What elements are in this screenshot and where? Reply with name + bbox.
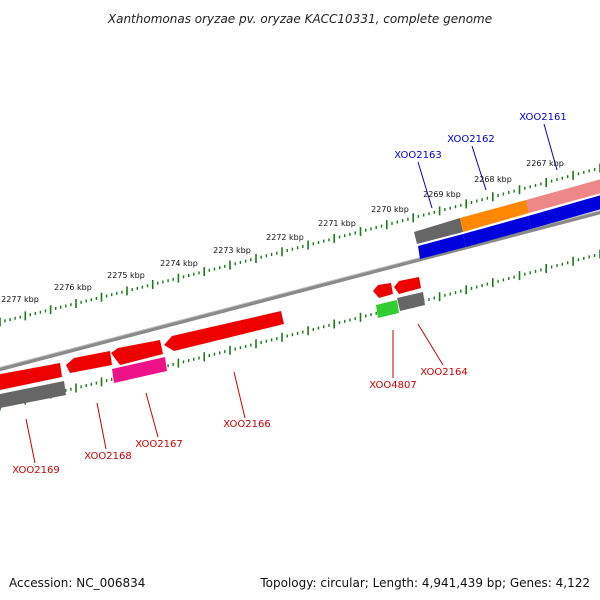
scale-label-2270: 2270 kbp xyxy=(371,205,409,214)
gene-label-xoo2169: XOO2169 xyxy=(12,465,59,476)
feature-pink xyxy=(526,179,600,213)
gene-label-xoo2162: XOO2162 xyxy=(447,134,494,145)
scale-label-2273: 2273 kbp xyxy=(213,246,251,255)
feature-blue-1 xyxy=(418,234,466,259)
feature-xoo2167-red xyxy=(111,340,163,365)
scale-label-2277: 2277 kbp xyxy=(1,295,39,304)
feature-blue-3 xyxy=(528,195,600,229)
gene-label-xoo4807: XOO4807 xyxy=(369,380,416,391)
gene-label-xoo2166: XOO2166 xyxy=(223,419,270,430)
gene-label-xoo2167: XOO2167 xyxy=(135,439,182,450)
scale-label-2274: 2274 kbp xyxy=(160,259,198,268)
feature-xoo4807-green xyxy=(376,300,399,318)
gene-label-xoo2168: XOO2168 xyxy=(84,451,131,462)
gene-label-xoo2161: XOO2161 xyxy=(519,112,566,123)
feature-xoo2168 xyxy=(66,351,112,373)
scale-label-2269: 2269 kbp xyxy=(423,190,461,199)
genome-backbone xyxy=(0,210,600,372)
leader-xoo2161 xyxy=(543,123,558,171)
accession-text: Accession: NC_006834 xyxy=(9,576,146,590)
leader-xoo2167 xyxy=(145,392,159,438)
feature-orange xyxy=(460,200,529,232)
leader-xoo2163 xyxy=(417,161,433,209)
leader-xoo2162 xyxy=(471,145,487,191)
feature-xoo2169-red xyxy=(0,363,62,390)
gene-label-xoo2164: XOO2164 xyxy=(420,367,467,378)
feature-xoo2166 xyxy=(164,311,284,351)
scale-label-2267: 2267 kbp xyxy=(526,159,564,168)
scale-label-2271: 2271 kbp xyxy=(318,219,356,228)
feature-xoo2169-grey xyxy=(0,381,66,409)
scale-label-2272: 2272 kbp xyxy=(266,233,304,242)
scale-label-2268: 2268 kbp xyxy=(474,175,512,184)
topology-text: Topology: circular; Length: 4,941,439 bp… xyxy=(260,576,590,590)
feature-xoo2167-magenta xyxy=(112,357,167,383)
gene-label-xoo2163: XOO2163 xyxy=(394,150,441,161)
feature-xoo4807-red xyxy=(373,283,393,298)
scale-label-2276: 2276 kbp xyxy=(54,283,92,292)
outer-scale-ticks xyxy=(0,163,600,327)
leader-xoo2168 xyxy=(96,402,107,450)
inner-scale-ticks xyxy=(0,249,600,411)
feature-xoo2164-red xyxy=(394,277,421,294)
genome-title: Xanthomonas oryzae pv. oryzae KACC10331,… xyxy=(107,12,492,26)
feature-xoo2164-grey xyxy=(397,292,425,311)
leader-xoo2166 xyxy=(233,371,246,419)
scale-label-2275: 2275 kbp xyxy=(107,271,145,280)
feature-grey-forward xyxy=(414,218,463,244)
feature-blue-2 xyxy=(463,216,531,247)
leader-xoo2164 xyxy=(417,323,444,366)
leader-xoo2169 xyxy=(25,418,36,464)
